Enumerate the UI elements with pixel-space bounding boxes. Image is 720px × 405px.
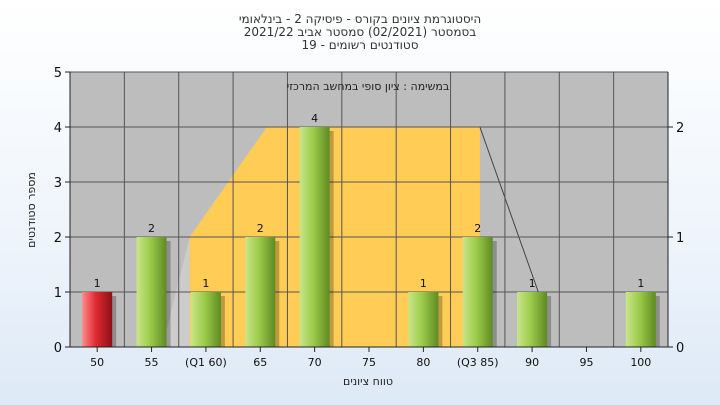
bar-value-label: 1 <box>529 277 536 290</box>
y2-tick-label: 0 <box>676 341 684 356</box>
y-tick-label: 3 <box>54 176 62 191</box>
y-axis-label: מספר סטודנטים <box>25 172 38 248</box>
x-tick-label: 90 <box>525 356 539 369</box>
bar-100 <box>625 292 656 347</box>
chart-subtitle-semester: בסמסטר (02/2021) סמסטר אביב 2021/22 <box>243 25 477 39</box>
bar-value-label: 2 <box>257 222 264 235</box>
bar-value-label: 1 <box>202 277 209 290</box>
bar-65 <box>245 237 276 347</box>
bar-50 <box>82 292 113 347</box>
bar-(Q3 85) <box>462 237 493 347</box>
bar-value-label: 2 <box>148 222 155 235</box>
quartile-box-whisker <box>479 126 541 298</box>
bar-(Q1 60) <box>190 292 221 347</box>
x-axis-label: טווח ציונים <box>343 375 393 388</box>
y-tick-label: 4 <box>54 121 62 136</box>
bar-layer: 1 2 1 2 4 1 2 1 1 <box>82 112 660 347</box>
x-tick-label: 75 <box>362 356 376 369</box>
bar-value-label: 4 <box>311 112 318 125</box>
x-tick-label: 55 <box>145 356 159 369</box>
chart-title: היסטוגרמת ציונים בקורס - פיסיקה 2 - בינל… <box>238 12 482 26</box>
chart-subtitle-students: סטודנטים רשומים - 19 <box>301 38 419 52</box>
bar-value-label: 1 <box>637 277 644 290</box>
y-tick-label: 1 <box>54 286 62 301</box>
bar-70 <box>299 127 330 347</box>
x-tick-label: (Q3 85) <box>457 356 499 369</box>
chart-annotation: במשימה : ציון סופי במחשב המרכזי <box>287 80 450 93</box>
y-tick-label: 0 <box>54 341 62 356</box>
bar-55 <box>136 237 167 347</box>
y2-tick-label: 1 <box>676 231 684 246</box>
y-tick-label: 5 <box>54 66 62 81</box>
y-tick-label: 2 <box>54 231 62 246</box>
x-tick-label: 65 <box>253 356 267 369</box>
x-tick-label: 50 <box>90 356 104 369</box>
bar-90 <box>517 292 548 347</box>
bar-value-label: 1 <box>94 277 101 290</box>
x-tick-label: 80 <box>416 356 430 369</box>
y2-tick-label: 2 <box>676 121 684 136</box>
bar-value-label: 2 <box>474 222 481 235</box>
x-tick-label: 100 <box>630 356 651 369</box>
x-tick-label: (Q1 60) <box>185 356 227 369</box>
x-tick-label: 70 <box>308 356 322 369</box>
x-tick-label: 95 <box>579 356 593 369</box>
bar-value-label: 1 <box>420 277 427 290</box>
bar-80 <box>408 292 439 347</box>
